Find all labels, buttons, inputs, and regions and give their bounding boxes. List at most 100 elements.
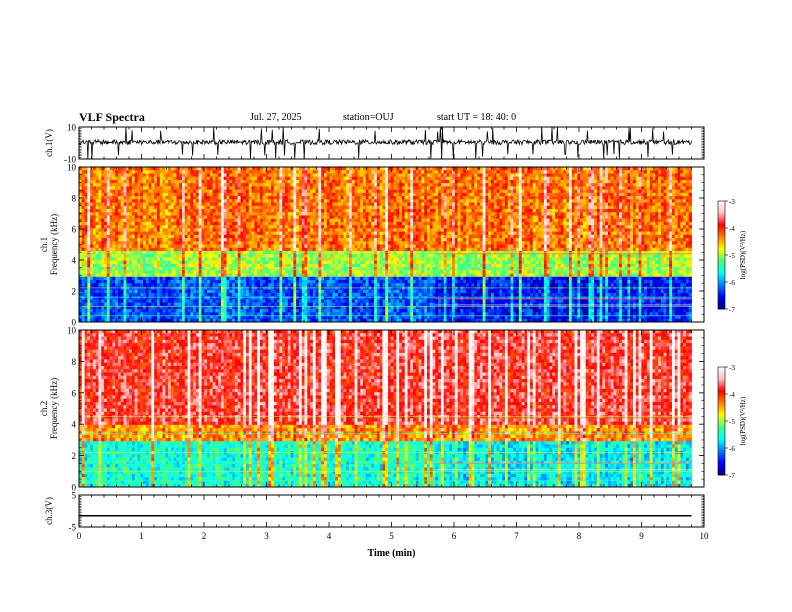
colorbar-cell [718, 372, 725, 375]
colorbar-cell [718, 433, 725, 436]
ch1-spectrogram-ylabel-line1: ch.1 [39, 237, 49, 252]
colorbar-cell [718, 269, 725, 272]
colorbar-cell [718, 224, 725, 227]
x-axis-label: Time (min) [368, 548, 416, 559]
colorbar-cell [718, 291, 725, 294]
ch2-spectrogram-tick-label: 6 [72, 388, 77, 398]
ch2-spectrogram-tick-label: 10 [67, 326, 77, 336]
start-time-label: start UT = 18: 40: 0 [437, 112, 516, 123]
colorbar-tick-label: -5 [729, 418, 735, 426]
colorbar-tick-label: -7 [729, 306, 735, 314]
colorbar-cell [718, 274, 725, 277]
colorbar-cell [718, 256, 725, 259]
ch1-spectrogram-tick-label: 0 [72, 318, 77, 328]
x-tick-label: 5 [389, 531, 394, 541]
colorbar-cell [718, 287, 725, 290]
colorbar-cell [718, 395, 725, 398]
colorbar-cell [718, 408, 725, 411]
colorbar-cell [718, 265, 725, 268]
station-label: station=OUJ [343, 112, 394, 123]
colorbar-cell [718, 264, 725, 267]
ch1-spectrogram-ylabel-line2: Frequency (kHz) [49, 214, 59, 275]
colorbar-cell [718, 412, 725, 415]
colorbar-cell [718, 442, 725, 445]
ch3-waveform-ylabel: ch.3(V) [44, 497, 54, 525]
colorbar-cell [718, 448, 725, 451]
colorbar-cell [718, 367, 725, 370]
x-tick-label: 4 [327, 531, 332, 541]
colorbar-cell [718, 413, 725, 416]
colorbar-cell [718, 368, 725, 371]
x-tick-label: 2 [202, 531, 207, 541]
ch3-waveform-tick-label: -5 [69, 523, 77, 533]
x-tick-label: 8 [577, 531, 582, 541]
colorbar-cell [718, 467, 725, 470]
colorbar-cell [718, 466, 725, 469]
ch1-spectrogram [79, 167, 692, 323]
colorbar-cell [718, 289, 725, 292]
colorbar-cell [718, 397, 725, 400]
ch2-spectrogram-tick-label: 2 [72, 451, 77, 461]
colorbar-cell [718, 455, 725, 458]
colorbar-cell [718, 449, 725, 452]
ch1-waveform-tick-label: 10 [67, 123, 77, 133]
colorbar-cell [718, 294, 725, 297]
colorbar-cell [718, 421, 725, 424]
colorbar-cell [718, 435, 725, 438]
colorbar-cell [718, 376, 725, 379]
colorbar-cell [718, 235, 725, 238]
colorbar-cell [718, 215, 725, 218]
colorbar-cell [718, 383, 725, 386]
colorbar-tick-label: -6 [729, 445, 735, 453]
ch1-spectrogram-tick-label: 4 [72, 256, 77, 266]
x-tick-label: 0 [77, 531, 82, 541]
x-tick-label: 7 [514, 531, 519, 541]
colorbar-cell [718, 244, 725, 247]
colorbar-cell [718, 282, 725, 285]
colorbar-cell [718, 253, 725, 256]
ch2-spectrogram-ylabel-line2: Frequency (kHz) [49, 378, 59, 439]
colorbar-cell [718, 228, 725, 231]
colorbar-cell [718, 392, 725, 395]
colorbar-label: log(PSD)(V²/Hz) [739, 230, 747, 279]
ch1-waveform-tick-label: -10 [64, 155, 76, 165]
colorbar-cell [718, 204, 725, 207]
colorbar-tick-label: -6 [729, 279, 735, 287]
colorbar-cell [718, 301, 725, 304]
ch2-spectrogram-tick-label: 8 [72, 357, 77, 367]
ch1-spectrogram-tick-label: 2 [72, 287, 77, 297]
colorbar-cell [718, 249, 725, 252]
chart-title: VLF Spectra [79, 110, 145, 125]
colorbar-cell [718, 410, 725, 413]
colorbar-cell [718, 201, 725, 204]
ch1-spectrogram-tick-label: 6 [72, 225, 77, 235]
colorbar-cell [718, 231, 725, 234]
colorbar-label: log(PSD)(V²/Hz) [739, 396, 747, 445]
colorbar-tick-label: -7 [729, 472, 735, 480]
colorbar-cell [718, 464, 725, 467]
colorbar-cell [718, 206, 725, 209]
colorbar-cell [718, 406, 725, 409]
colorbar-cell [718, 457, 725, 460]
colorbar-cell [718, 262, 725, 265]
colorbar-cell [718, 404, 725, 407]
colorbar-cell [718, 220, 725, 223]
colorbar-cell [718, 305, 725, 308]
colorbar-cell [718, 377, 725, 380]
x-tick-label: 9 [639, 531, 644, 541]
colorbar-cell [718, 267, 725, 270]
colorbar-cell [718, 444, 725, 447]
ch2-spectrogram-ylabel-line1: ch.2 [39, 401, 49, 416]
colorbar-cell [718, 255, 725, 258]
colorbar-cell [718, 213, 725, 216]
colorbar-cell [718, 240, 725, 243]
colorbar-cell [718, 217, 725, 220]
ch1-spectrogram-tick-label: 8 [72, 194, 77, 204]
colorbar-cell [718, 401, 725, 404]
colorbar-cell [718, 415, 725, 418]
colorbar-cell [718, 242, 725, 245]
colorbar-cell [718, 233, 725, 236]
colorbar-tick-label: -3 [729, 198, 735, 206]
colorbar-cell [718, 379, 725, 382]
